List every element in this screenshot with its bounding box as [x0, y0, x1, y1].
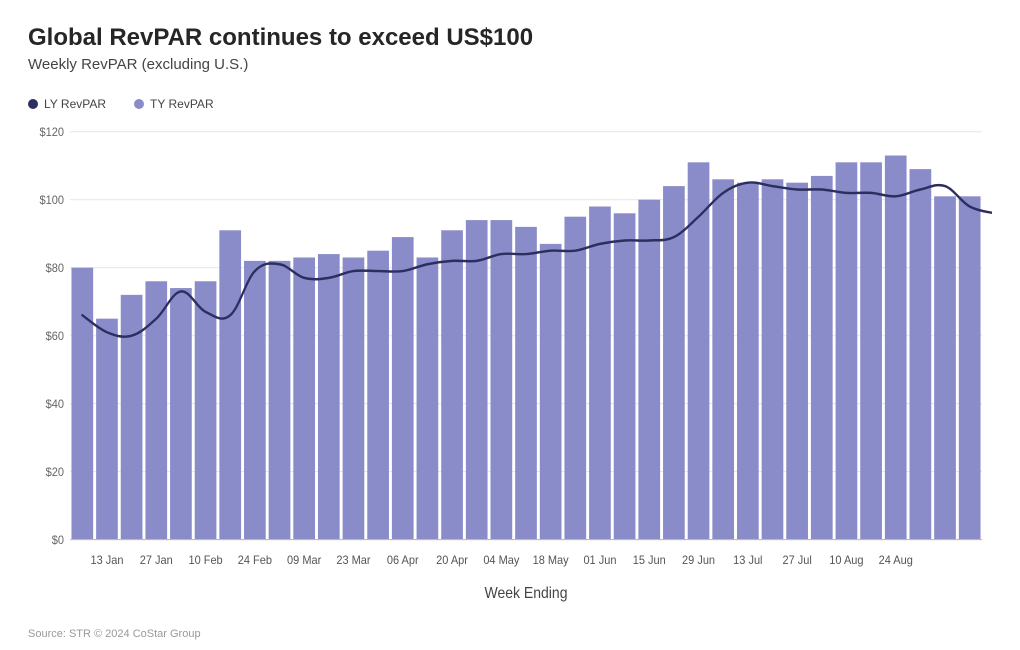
y-tick-label: $100 — [40, 194, 65, 208]
ty-bar — [762, 179, 784, 539]
ty-bar — [934, 196, 956, 539]
x-tick-label: 23 Mar — [336, 554, 370, 568]
ty-bar — [540, 244, 562, 540]
ty-bar — [836, 162, 858, 539]
ty-bar — [885, 156, 907, 540]
y-tick-label: $40 — [46, 398, 65, 412]
y-tick-label: $0 — [52, 533, 65, 547]
legend-item-ty: TY RevPAR — [134, 97, 214, 111]
x-tick-label: 13 Jan — [90, 554, 123, 568]
ty-bar — [417, 257, 439, 539]
ty-bar — [786, 183, 808, 540]
ty-bar — [195, 281, 217, 539]
ty-bar — [688, 162, 710, 539]
x-tick-label: 13 Jul — [733, 554, 762, 568]
ty-bar — [367, 251, 389, 540]
legend: LY RevPAR TY RevPAR — [28, 97, 992, 111]
ty-bar — [244, 261, 266, 540]
x-tick-label: 01 Jun — [583, 554, 616, 568]
ty-bar — [638, 200, 660, 540]
ty-bar — [219, 230, 241, 539]
y-tick-label: $60 — [46, 330, 65, 344]
chart-container: Global RevPAR continues to exceed US$100… — [0, 0, 1020, 650]
ty-bar — [293, 257, 315, 539]
ty-bar — [860, 162, 882, 539]
x-tick-label: 15 Jun — [633, 554, 666, 568]
x-tick-label: 06 Apr — [387, 554, 419, 568]
ty-bar — [564, 217, 586, 540]
x-tick-label: 29 Jun — [682, 554, 715, 568]
chart-svg: $0 $20 $40 $60 $80 $100 $120 13 Jan 27 Jan 10 Feb… — [28, 125, 992, 618]
ty-bar — [737, 183, 759, 540]
ty-bar — [491, 220, 513, 539]
legend-label-ty: TY RevPAR — [150, 97, 214, 111]
chart-subtitle: Weekly RevPAR (excluding U.S.) — [28, 56, 992, 73]
legend-swatch-ty — [134, 99, 144, 109]
legend-label-ly: LY RevPAR — [44, 97, 106, 111]
x-axis-title: Week Ending — [485, 585, 568, 602]
ty-bar — [71, 268, 93, 540]
chart-title: Global RevPAR continues to exceed US$100 — [28, 24, 992, 52]
ty-bar — [441, 230, 463, 539]
y-tick-label: $120 — [40, 126, 65, 140]
x-tick-label: 10 Aug — [829, 554, 863, 568]
legend-item-ly: LY RevPAR — [28, 97, 106, 111]
ty-bar — [811, 176, 833, 540]
ty-bar — [910, 169, 932, 539]
x-tick-label: 24 Feb — [238, 554, 272, 568]
ty-bar — [959, 196, 981, 539]
y-tick-label: $20 — [46, 466, 65, 480]
x-tick-label: 24 Aug — [879, 554, 913, 568]
ty-bar — [170, 288, 192, 540]
x-tick-label: 04 May — [483, 554, 519, 568]
ty-bar — [712, 179, 734, 539]
ty-bar — [96, 319, 118, 540]
ty-bar — [466, 220, 488, 539]
ty-bar — [515, 227, 537, 540]
y-tick-label: $80 — [46, 262, 65, 276]
legend-swatch-ly — [28, 99, 38, 109]
x-tick-label: 10 Feb — [188, 554, 222, 568]
ty-bar — [343, 257, 365, 539]
ty-bar — [392, 237, 414, 539]
chart-source: Source: STR © 2024 CoStar Group — [28, 628, 992, 640]
x-tick-label: 20 Apr — [436, 554, 468, 568]
x-tick-label: 27 Jul — [782, 554, 811, 568]
chart-plot-area: $0 $20 $40 $60 $80 $100 $120 13 Jan 27 Jan 10 Feb… — [28, 125, 992, 618]
ty-bar — [589, 206, 611, 539]
ty-bar — [269, 261, 291, 540]
x-tick-label: 09 Mar — [287, 554, 321, 568]
ty-bar — [318, 254, 340, 539]
x-tick-label: 18 May — [533, 554, 569, 568]
x-tick-label: 27 Jan — [140, 554, 173, 568]
ty-bar — [614, 213, 636, 539]
